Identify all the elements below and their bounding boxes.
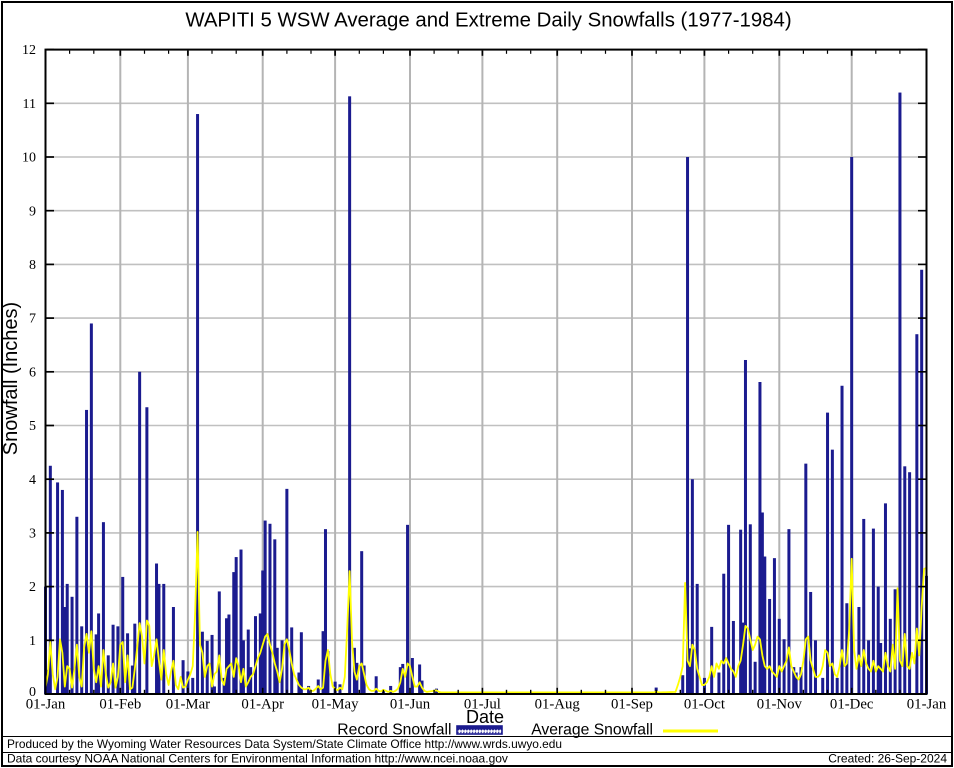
svg-text:01-Dec: 01-Dec <box>830 697 874 713</box>
svg-text:Record Snowfall: Record Snowfall <box>337 722 451 739</box>
svg-text:0: 0 <box>29 685 36 700</box>
svg-text:10: 10 <box>22 151 36 166</box>
svg-text:3: 3 <box>29 527 36 542</box>
svg-text:01-Sep: 01-Sep <box>611 697 653 713</box>
svg-text:01-Apr: 01-Apr <box>241 697 284 713</box>
svg-text:01-Jul: 01-Jul <box>464 697 501 713</box>
svg-text:1: 1 <box>29 634 36 649</box>
svg-text:01-Jan: 01-Jan <box>26 697 66 713</box>
svg-text:9: 9 <box>29 204 36 219</box>
svg-text:01-Aug: 01-Aug <box>535 697 581 713</box>
svg-text:01-Mar: 01-Mar <box>166 697 210 713</box>
svg-text:8: 8 <box>29 258 36 273</box>
svg-text:4: 4 <box>29 473 36 488</box>
svg-text:Data courtesy NOAA National Ce: Data courtesy NOAA National Centers for … <box>7 752 508 766</box>
svg-text:01-May: 01-May <box>312 697 359 713</box>
svg-text:Created: 26-Sep-2024: Created: 26-Sep-2024 <box>828 752 947 766</box>
svg-text:WAPITI 5 WSW Average and Extre: WAPITI 5 WSW Average and Extreme Daily S… <box>185 10 791 32</box>
svg-text:11: 11 <box>23 97 36 112</box>
svg-text:12: 12 <box>22 43 36 58</box>
svg-text:01-Jan: 01-Jan <box>907 697 947 713</box>
svg-text:01-Feb: 01-Feb <box>99 697 141 713</box>
svg-text:Produced by the Wyoming Water: Produced by the Wyoming Water Resources … <box>7 737 562 751</box>
svg-text:7: 7 <box>29 312 36 327</box>
svg-text:Date: Date <box>466 707 504 727</box>
svg-text:5: 5 <box>29 419 36 434</box>
svg-text:6: 6 <box>29 365 36 380</box>
svg-text:01-Jun: 01-Jun <box>390 697 431 713</box>
svg-text:01-Nov: 01-Nov <box>757 697 803 713</box>
svg-text:Snowfall (Inches): Snowfall (Inches) <box>0 302 22 455</box>
svg-text:01-Oct: 01-Oct <box>684 697 726 713</box>
svg-text:2: 2 <box>29 580 36 595</box>
svg-text:Average Snowfall: Average Snowfall <box>531 722 653 739</box>
